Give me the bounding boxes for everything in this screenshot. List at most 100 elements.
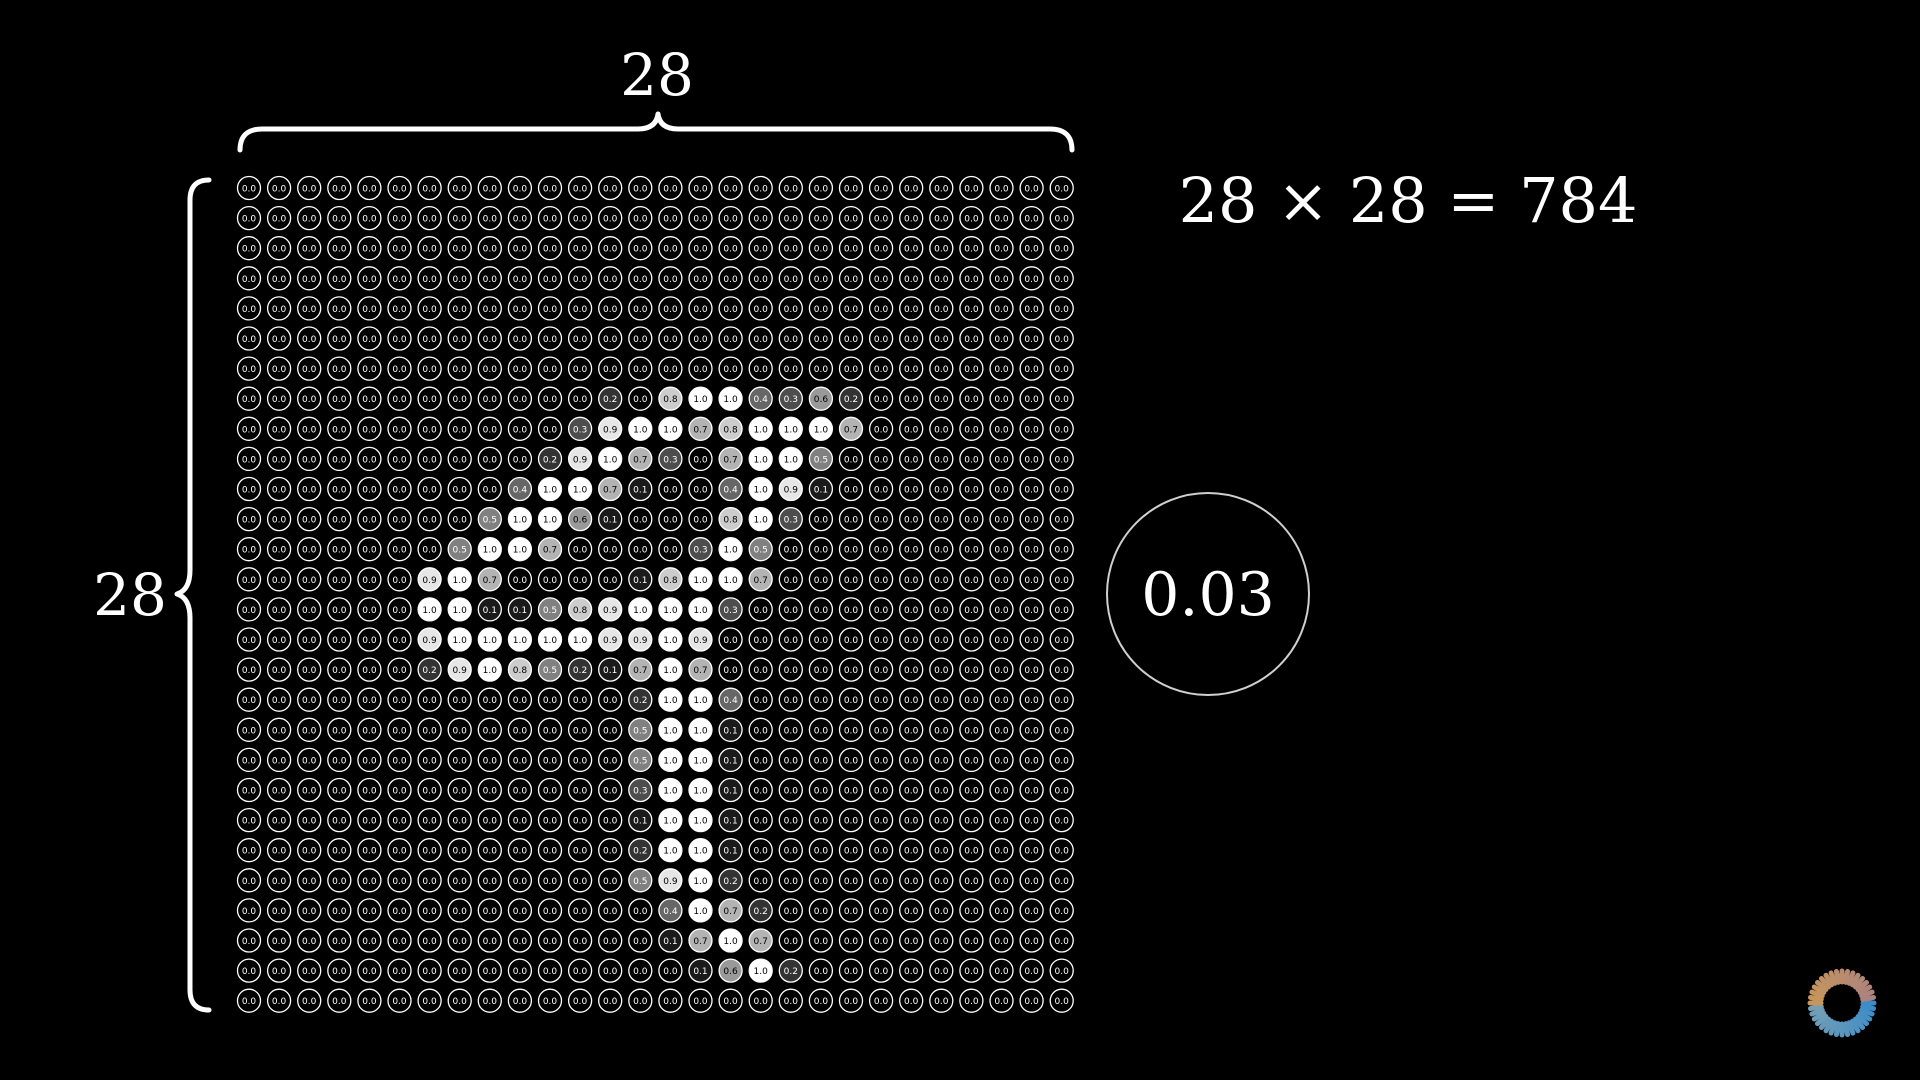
pixel-neuron-value: 0.0	[784, 305, 799, 315]
pixel-neuron: 0.0	[507, 807, 533, 833]
pixel-neuron: 0.0	[598, 838, 623, 863]
pixel-neuron-circle	[327, 657, 352, 682]
pixel-neuron-value: 0.9	[603, 425, 618, 435]
pixel-neuron-value: 0.0	[272, 365, 287, 375]
pixel-neuron-value: 0.0	[483, 395, 498, 405]
pixel-neuron: 0.0	[929, 717, 954, 742]
pixel-neuron-circle	[537, 567, 563, 592]
pixel-neuron: 1.0	[447, 597, 472, 622]
pixel-neuron: 0.2	[718, 868, 743, 893]
pixel-neuron: 0.0	[357, 175, 382, 201]
pixel-neuron-circle	[688, 807, 713, 833]
pixel-neuron-circle	[507, 928, 533, 953]
pixel-neuron-value: 0.0	[603, 997, 618, 1007]
pixel-neuron-value: 0.0	[964, 997, 979, 1007]
pixel-neuron-value: 0.9	[784, 486, 799, 496]
pixel-neuron-circle	[808, 597, 834, 622]
pixel-neuron: 0.0	[387, 296, 412, 321]
pixel-neuron-value: 0.2	[844, 395, 858, 405]
pixel-neuron-circle	[327, 807, 352, 833]
pixel-neuron-circle	[327, 236, 352, 261]
pixel-neuron-circle	[868, 567, 894, 592]
pixel-neuron: 0.7	[748, 567, 773, 592]
pixel-neuron-value: 0.0	[392, 817, 407, 827]
pixel-neuron: 0.0	[1049, 476, 1074, 502]
pixel-neuron-value: 0.1	[633, 486, 647, 496]
pixel-neuron: 0.0	[297, 597, 322, 622]
pixel-neuron: 0.0	[838, 296, 864, 321]
pixel-neuron: 1.0	[658, 597, 683, 622]
pixel-neuron: 0.0	[417, 236, 442, 261]
pixel-neuron-circle	[899, 476, 924, 502]
pixel-neuron: 0.0	[778, 777, 803, 803]
pixel-neuron: 0.0	[1049, 326, 1074, 351]
pixel-neuron-circle	[808, 506, 834, 532]
pixel-neuron: 0.0	[266, 597, 292, 622]
pixel-neuron: 1.0	[417, 597, 442, 622]
pixel-neuron-value: 1.0	[633, 425, 648, 435]
pixel-neuron-value: 0.0	[513, 365, 528, 375]
pixel-neuron-value: 0.0	[1055, 576, 1070, 586]
pixel-neuron-circle	[868, 898, 894, 923]
pixel-neuron: 0.1	[718, 807, 743, 833]
pixel-neuron-circle	[477, 687, 502, 712]
pixel-neuron-circle	[327, 506, 352, 532]
pixel-neuron-value: 0.0	[874, 787, 889, 797]
pixel-neuron-value: 0.0	[392, 335, 407, 345]
pixel-neuron-value: 0.0	[422, 275, 437, 285]
pixel-neuron: 0.0	[1049, 988, 1074, 1013]
pixel-neuron-circle	[778, 898, 803, 923]
pixel-neuron-circle	[297, 777, 322, 803]
pixel-neuron-circle	[718, 988, 743, 1013]
pixel-neuron-value: 0.0	[1055, 666, 1070, 676]
pixel-neuron: 0.0	[989, 175, 1014, 201]
pixel-neuron: 0.0	[507, 838, 533, 863]
pixel-neuron: 0.0	[1019, 476, 1044, 502]
pixel-neuron: 0.0	[1019, 807, 1044, 833]
pixel-neuron-value: 0.0	[784, 847, 799, 857]
pixel-neuron: 0.0	[838, 476, 864, 502]
pixel-neuron-circle	[628, 266, 653, 291]
pixel-neuron: 0.0	[537, 807, 563, 833]
pixel-neuron: 0.8	[567, 597, 593, 622]
pixel-neuron-value: 0.0	[242, 907, 257, 917]
pixel-neuron-value: 0.0	[362, 215, 377, 225]
pixel-neuron-circle	[959, 175, 984, 201]
pixel-neuron-value: 0.0	[543, 847, 558, 857]
pixel-neuron-value: 0.0	[272, 967, 287, 977]
pixel-neuron-circle	[658, 777, 683, 803]
pixel-neuron: 1.0	[447, 567, 472, 592]
pixel-neuron-value: 0.0	[1055, 817, 1070, 827]
pixel-neuron: 1.0	[598, 446, 623, 472]
pixel-neuron-circle	[628, 416, 653, 441]
pixel-neuron-value: 1.0	[633, 606, 648, 616]
pixel-neuron-value: 0.0	[784, 907, 799, 917]
pixel-neuron-circle	[417, 205, 442, 231]
pixel-neuron: 0.0	[748, 868, 773, 893]
pixel-neuron-value: 0.0	[934, 696, 949, 706]
pixel-neuron-circle	[929, 446, 954, 472]
pixel-neuron-value: 0.0	[814, 787, 829, 797]
pixel-neuron: 0.0	[959, 236, 984, 261]
pixel-neuron: 0.0	[899, 958, 924, 983]
pixel-neuron-value: 0.0	[603, 696, 618, 706]
pixel-neuron-value: 0.0	[392, 937, 407, 947]
pixel-neuron-circle	[357, 807, 382, 833]
pixel-neuron-value: 0.0	[1055, 787, 1070, 797]
pixel-neuron-value: 0.0	[784, 365, 799, 375]
pixel-neuron: 0.0	[748, 266, 773, 291]
pixel-neuron-circle	[989, 386, 1014, 411]
pixel-neuron: 0.0	[567, 687, 593, 712]
pixel-neuron-value: 0.7	[754, 937, 768, 947]
pixel-neuron: 0.0	[868, 928, 894, 953]
pixel-neuron: 0.0	[688, 205, 713, 231]
pixel-neuron: 0.0	[327, 928, 352, 953]
pixel-neuron-value: 0.0	[1024, 185, 1039, 195]
pixel-neuron-value: 0.0	[633, 185, 648, 195]
pixel-neuron-value: 0.0	[362, 275, 377, 285]
pixel-neuron: 0.3	[778, 386, 803, 411]
pixel-neuron-value: 0.0	[362, 335, 377, 345]
pixel-neuron-value: 0.0	[483, 305, 498, 315]
pixel-neuron-circle	[387, 657, 412, 682]
pixel-neuron: 0.0	[748, 687, 773, 712]
